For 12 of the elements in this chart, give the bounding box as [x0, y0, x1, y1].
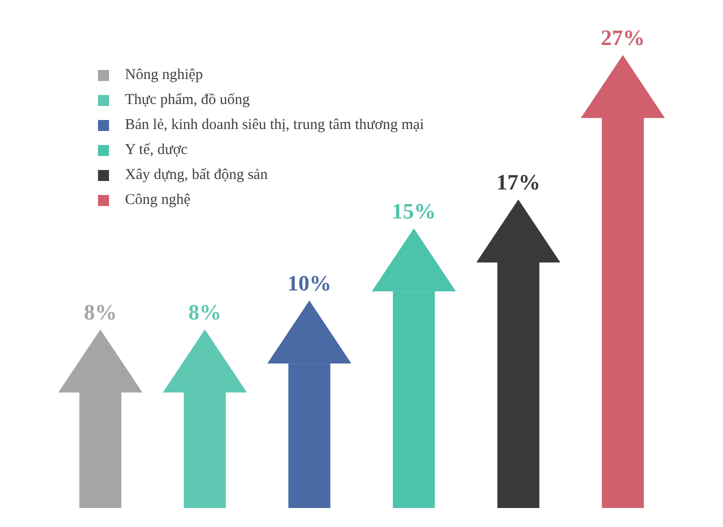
data-label: 10%: [287, 270, 332, 296]
legend-label: Xây dựng, bất động sản: [125, 167, 268, 184]
data-label: 8%: [188, 299, 222, 324]
legend-label: Nông nghiệp: [125, 67, 203, 84]
legend-label: Y tế, dược: [125, 142, 188, 159]
legend-label: Thực phẩm, đồ uống: [125, 92, 250, 109]
data-label: 27%: [600, 25, 645, 50]
legend-label: Công nghệ: [125, 192, 190, 209]
data-label: 8%: [84, 299, 117, 324]
data-label: 15%: [392, 198, 436, 224]
data-label: 17%: [496, 169, 540, 194]
legend-label: Bán lẻ, kinh doanh siêu thị, trung tâm thương mại: [125, 117, 424, 134]
